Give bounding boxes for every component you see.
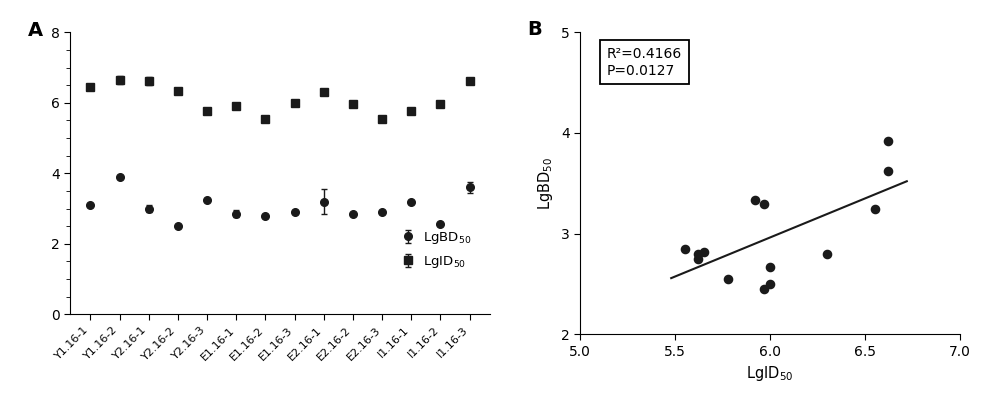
Legend: LgBD$_{50}$, LgID$_{50}$: LgBD$_{50}$, LgID$_{50}$ (396, 226, 475, 274)
Point (762, 281, 778, 287)
X-axis label: LgID$_{50}$: LgID$_{50}$ (746, 364, 794, 384)
Point (756, 200, 772, 207)
Point (819, 251, 835, 257)
Point (690, 251, 706, 257)
Point (676, 246, 692, 252)
Text: A: A (28, 21, 43, 40)
Text: R²=0.4166
P=0.0127: R²=0.4166 P=0.0127 (607, 48, 682, 77)
Y-axis label: LgBD$_{50}$: LgBD$_{50}$ (536, 157, 555, 210)
Point (720, 276, 736, 283)
Point (747, 197, 763, 204)
Point (866, 206, 883, 212)
Point (696, 249, 712, 255)
Text: B: B (527, 20, 542, 39)
Point (756, 286, 772, 293)
Point (762, 264, 778, 270)
Point (880, 138, 896, 144)
Point (880, 168, 896, 174)
Point (690, 256, 706, 262)
